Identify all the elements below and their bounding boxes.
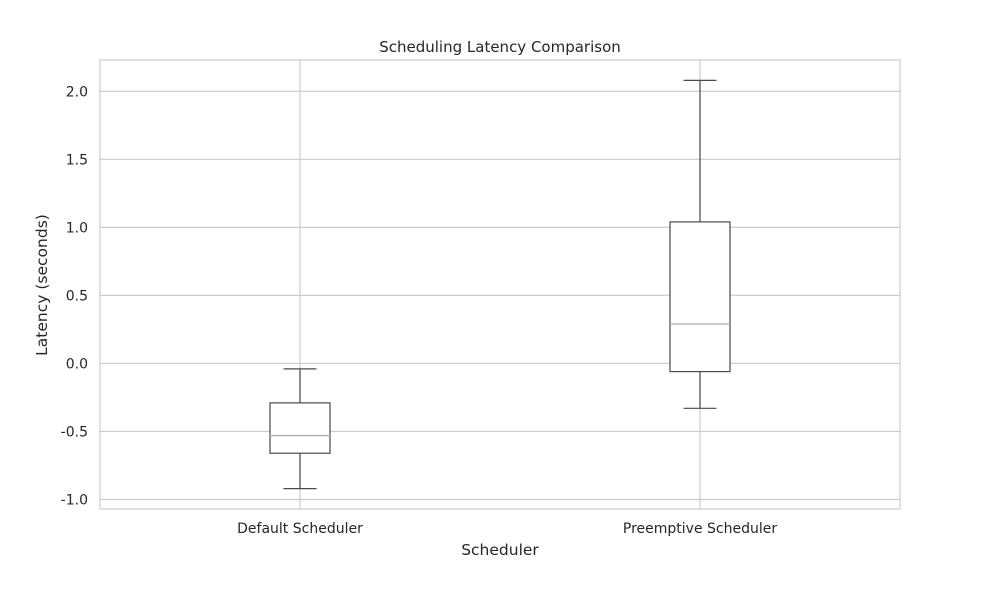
y-axis-label: Latency (seconds) [33,214,51,356]
iqr-box [269,402,331,454]
y-tick-label: -1.0 [61,492,88,508]
x-axis-ticks: Default Scheduler Preemptive Scheduler [237,521,777,537]
y-axis-ticks: -1.0 -0.5 0.0 0.5 1.0 1.5 2.0 [61,84,88,508]
plot-area-frame [99,59,901,510]
y-tick-label: 0.5 [66,288,88,304]
x-tick-label: Preemptive Scheduler [623,521,777,537]
box-2 [669,79,731,409]
y-tick-label: -0.5 [61,424,88,440]
y-tick-label: 2.0 [66,84,88,100]
boxes [269,79,731,490]
x-axis-label: Scheduler [461,541,539,559]
y-tick-label: 0.0 [66,356,88,372]
y-tick-label: 1.5 [66,152,88,168]
box-1 [269,368,331,490]
x-tick-label: Default Scheduler [237,521,363,537]
chart-title: Scheduling Latency Comparison [379,38,621,56]
grid [100,60,900,509]
iqr-box [669,221,731,373]
y-tick-label: 1.0 [66,220,88,236]
